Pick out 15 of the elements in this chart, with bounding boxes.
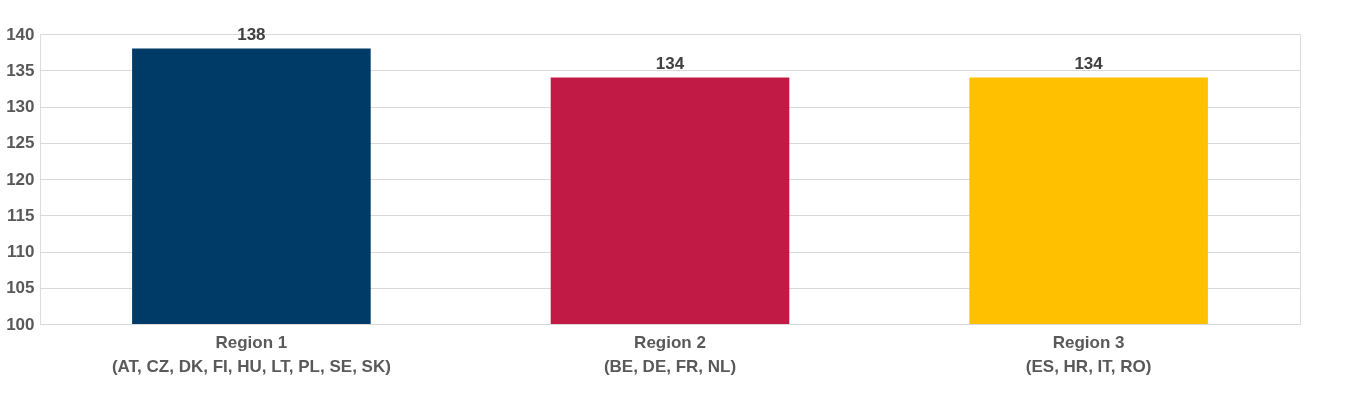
x-tick-label: Region 2 (BE, DE, FR, NL) bbox=[603, 332, 737, 376]
y-tick-label: 100 bbox=[6, 314, 35, 334]
data-label: 134 bbox=[655, 53, 685, 73]
y-tick-label: 125 bbox=[6, 133, 35, 153]
y-tick-label: 105 bbox=[6, 278, 35, 298]
data-label: 138 bbox=[237, 24, 266, 44]
x-tick-label: Region 1 (AT, CZ, DK, FI, HU, LT, PL, SE, SK) bbox=[111, 332, 391, 376]
y-tick-label: 140 bbox=[6, 24, 35, 44]
x-tick-label: Region 3 (ES, HR, IT, RO) bbox=[1025, 332, 1152, 376]
y-tick-label: 120 bbox=[6, 169, 35, 189]
y-tick-label: 115 bbox=[7, 205, 35, 225]
data-label: 134 bbox=[1074, 53, 1104, 73]
y-tick-label: 110 bbox=[7, 242, 35, 261]
y-tick-label: 130 bbox=[6, 97, 35, 116]
y-tick-label: 135 bbox=[6, 60, 35, 80]
